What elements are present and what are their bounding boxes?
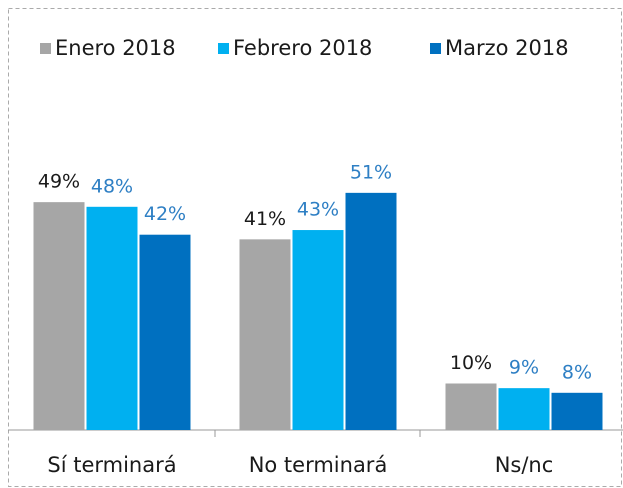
chart-border [8, 8, 622, 487]
bar [292, 230, 344, 430]
legend-swatch [40, 43, 51, 54]
value-label: 43% [297, 199, 339, 221]
value-label: 48% [91, 175, 133, 197]
bar [498, 388, 550, 430]
bar [139, 234, 191, 430]
bar [345, 192, 397, 430]
value-label: 8% [562, 361, 592, 383]
value-label: 49% [38, 171, 80, 193]
x-tick-label: Ns/nc [495, 453, 554, 477]
value-label: 42% [144, 203, 186, 225]
bar [33, 202, 85, 430]
legend-label: Febrero 2018 [233, 36, 372, 60]
bar [86, 206, 138, 430]
bar [445, 383, 497, 430]
value-label: 10% [450, 352, 492, 374]
x-tick-label: Sí terminará [47, 453, 176, 477]
value-label: 9% [509, 357, 539, 379]
x-tick-label: No terminará [249, 453, 388, 477]
legend-swatch [430, 43, 441, 54]
bar [239, 239, 291, 430]
value-label: 51% [350, 161, 392, 183]
legend-label: Enero 2018 [55, 36, 176, 60]
value-label: 41% [244, 208, 286, 230]
bar [551, 392, 603, 430]
legend-swatch [218, 43, 229, 54]
legend-label: Marzo 2018 [445, 36, 569, 60]
